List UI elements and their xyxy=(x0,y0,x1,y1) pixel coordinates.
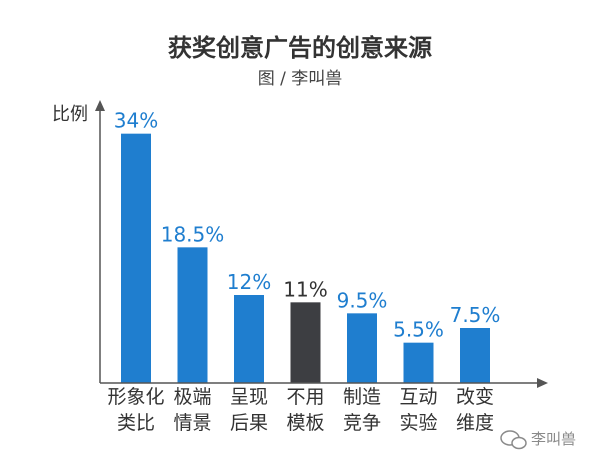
bar-3 xyxy=(290,302,321,383)
value-labels-group: 34% 18.5%12% 11% 9.5%5.5%7.5% xyxy=(114,109,501,342)
watermark: 李叫兽 xyxy=(500,430,576,450)
category-label-6-line-1: 维度 xyxy=(456,412,494,434)
value-label-3: 11% xyxy=(283,277,327,301)
value-label-5: 5.5% xyxy=(393,318,444,342)
bar-4 xyxy=(347,313,377,383)
category-label-5-line-0: 互动 xyxy=(399,386,437,408)
y-axis-label: 比例 xyxy=(52,104,88,125)
value-label-2: 12% xyxy=(227,270,271,294)
category-label-1-line-1: 情景 xyxy=(173,412,211,434)
category-label-3-line-1: 模板 xyxy=(286,412,324,434)
category-label-4-line-1: 竞争 xyxy=(343,412,381,434)
chart-subtitle: 图 / 李叫兽 xyxy=(258,69,343,89)
chart-title: 获奖创意广告的创意来源 xyxy=(168,34,432,62)
watermark-text: 李叫兽 xyxy=(531,430,576,448)
category-label-3-line-0: 不用 xyxy=(286,386,324,408)
category-label-5-line-1: 实验 xyxy=(399,412,437,434)
bars-group xyxy=(121,133,490,383)
value-label-6: 7.5% xyxy=(450,303,501,327)
category-label-0-line-1: 类比 xyxy=(117,412,155,434)
y-axis-arrow xyxy=(95,100,105,111)
bar-2 xyxy=(234,295,264,383)
bar-1 xyxy=(177,247,208,383)
value-label-1: 18.5% xyxy=(161,222,225,246)
bar-6 xyxy=(460,328,490,383)
wechat-icon xyxy=(500,430,527,450)
value-label-0: 34% xyxy=(114,109,158,133)
category-label-2-line-0: 呈现 xyxy=(230,386,268,408)
category-label-6-line-0: 改变 xyxy=(456,386,494,408)
category-label-0-line-0: 形象化 xyxy=(107,386,164,408)
value-label-4: 9.5% xyxy=(337,288,388,312)
bar-0 xyxy=(121,133,151,383)
x-axis-arrow xyxy=(537,378,548,388)
category-label-2-line-1: 后果 xyxy=(230,412,268,434)
category-label-4-line-0: 制造 xyxy=(343,386,381,408)
bar-5 xyxy=(403,342,434,383)
category-label-1-line-0: 极端 xyxy=(173,386,211,408)
